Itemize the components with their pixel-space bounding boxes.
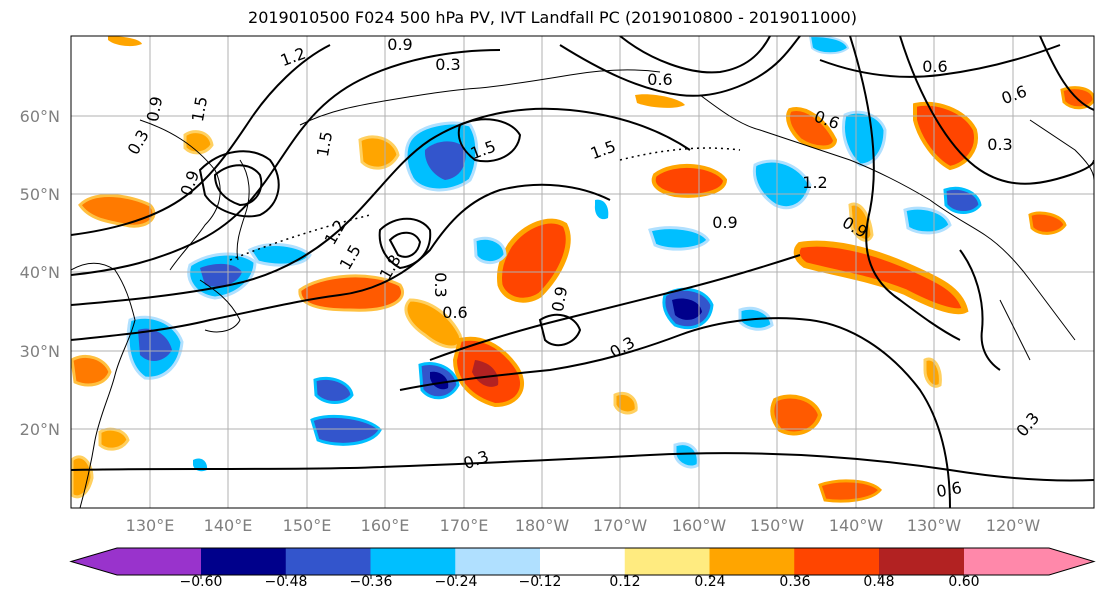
anomaly-blob	[358, 135, 400, 170]
anomaly-blob	[138, 328, 172, 362]
lat-label: 20°N	[20, 420, 60, 439]
lat-label: 40°N	[20, 263, 60, 282]
lon-label: 160°W	[672, 516, 727, 535]
anomaly-blob	[247, 243, 312, 267]
contour-label: 0.6	[442, 303, 467, 322]
lat-label: 50°N	[20, 185, 60, 204]
lon-label: 150°W	[750, 516, 805, 535]
lon-label: 170°E	[440, 516, 489, 535]
lon-label: 160°E	[361, 516, 410, 535]
anomaly-blob	[497, 218, 571, 303]
colorbar-extend-min	[71, 548, 117, 575]
longitude-axis: 130°E 140°E 150°E 160°E 170°E 180°W 170°…	[126, 516, 1041, 535]
colorbar-tick-label: 0.24	[694, 574, 725, 590]
anomaly-blob	[673, 442, 700, 469]
contour-label: 1.5	[313, 130, 336, 158]
boundary-lines	[229, 147, 741, 261]
anomaly-blob	[472, 360, 499, 387]
contour-label: 0.9	[548, 285, 571, 313]
anomaly-blob	[903, 206, 952, 235]
colorbar-extend-max	[1049, 548, 1094, 575]
colorbar	[69, 547, 1096, 579]
lon-label: 140°E	[204, 516, 253, 535]
contour-label: 0.6	[922, 57, 947, 76]
anomaly-blob	[793, 240, 969, 315]
anomaly-blob	[404, 298, 463, 349]
contour-label: 1.2	[802, 173, 827, 192]
anomaly-blob	[818, 479, 883, 503]
lon-label: 130°W	[907, 516, 962, 535]
anomaly-blob	[98, 427, 130, 451]
anomaly-blob	[71, 355, 112, 387]
anomaly-blob	[424, 141, 466, 180]
anomaly-blob	[313, 376, 354, 404]
colorbar-tick-label: 0.12	[609, 574, 640, 590]
anomaly-blob	[808, 36, 850, 55]
lon-label: 170°W	[593, 516, 648, 535]
anomaly-blob	[108, 36, 142, 47]
colorbar-tick-label: −0.60	[180, 574, 223, 590]
colorbar-segment	[964, 548, 1049, 575]
anomaly-blob	[200, 263, 242, 287]
colorbar-segment	[117, 548, 201, 575]
anomaly-blob	[635, 94, 685, 108]
colorbar-segment	[455, 548, 541, 575]
graticule	[71, 36, 1094, 508]
contour-label: 0.6	[647, 70, 672, 89]
anomaly-blob	[310, 414, 382, 446]
lon-label: 130°E	[126, 516, 175, 535]
colorbar-tick-label: 0.36	[779, 574, 810, 590]
anomaly-blob	[473, 236, 507, 265]
anomaly-blob	[613, 391, 638, 415]
anomaly-blob	[430, 371, 449, 390]
colorbar-tick-label: 0.60	[948, 574, 979, 590]
anomaly-blob	[752, 159, 812, 210]
anomaly-blob	[651, 163, 728, 198]
colorbar-labels: −0.60 −0.48 −0.36 −0.24 −0.12 0.12 0.24 …	[180, 574, 980, 590]
contour-label: 1.5	[188, 95, 211, 123]
contour-label: 0.3	[987, 135, 1012, 154]
map-title: 2019010500 F024 500 hPa PV, IVT Landfall…	[248, 8, 857, 27]
colorbar-segment	[540, 548, 626, 575]
lon-label: 120°W	[986, 516, 1041, 535]
anomaly-blob	[78, 194, 156, 228]
contour-label: 0.3	[435, 55, 460, 74]
lat-label: 30°N	[20, 342, 60, 361]
colorbar-segment	[794, 548, 880, 575]
lon-label: 140°W	[829, 516, 884, 535]
lon-label: 180°W	[515, 516, 570, 535]
colorbar-tick-label: −0.24	[435, 574, 478, 590]
colorbar-outline	[69, 547, 1096, 576]
anomaly-blob	[770, 394, 823, 436]
colorbar-segment	[370, 548, 456, 575]
colorbar-segment	[879, 548, 965, 575]
lon-label: 150°E	[283, 516, 332, 535]
colorbar-tick-label: −0.36	[350, 574, 393, 590]
colorbar-tick-label: 0.48	[863, 574, 894, 590]
colorbar-segment	[709, 548, 795, 575]
anomaly-blob	[1028, 211, 1067, 235]
colorbar-segment	[285, 548, 371, 575]
latitude-axis: 60°N 50°N 40°N 30°N 20°N	[20, 107, 60, 439]
anomaly-blob	[672, 298, 702, 320]
colorbar-tick-label: −0.12	[519, 574, 562, 590]
anomaly-blob	[923, 357, 942, 388]
colorbar-segment	[201, 548, 287, 575]
anomaly-blob	[594, 199, 609, 220]
colorbar-tick-label: −0.48	[265, 574, 308, 590]
anomaly-blob	[183, 130, 214, 155]
contour-label: 0.6	[935, 478, 963, 501]
anomaly-blob	[1060, 86, 1094, 110]
map-frame	[70, 35, 1095, 509]
anomaly-blob	[71, 455, 94, 499]
contour-label: 0.9	[387, 35, 412, 54]
colorbar-segment	[624, 548, 710, 575]
contour-label: 0.9	[712, 213, 737, 232]
contour-label: 0.3	[431, 272, 450, 297]
contour-label: 0.9	[143, 95, 166, 123]
anomaly-blob	[648, 226, 710, 251]
pv-contours	[71, 36, 1094, 508]
lat-label: 60°N	[20, 107, 60, 126]
